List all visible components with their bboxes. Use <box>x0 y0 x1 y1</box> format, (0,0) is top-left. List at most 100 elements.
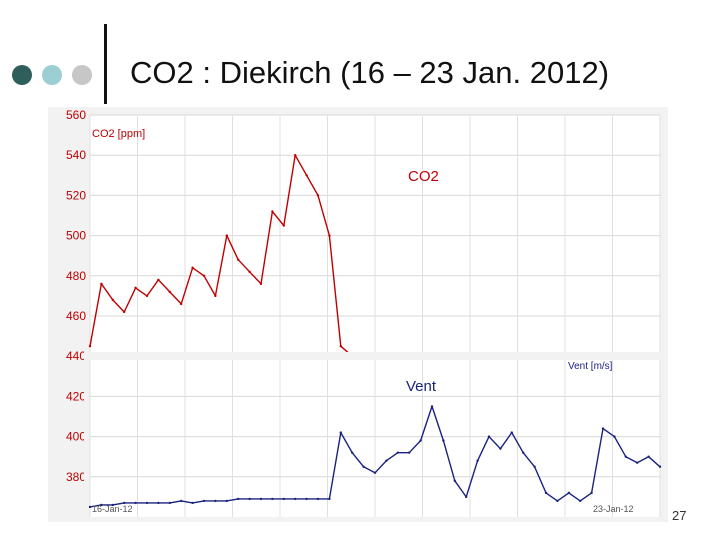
data-point <box>214 294 217 298</box>
data-point <box>601 427 605 430</box>
y-tick-label: 520 <box>66 188 86 202</box>
data-point <box>248 497 251 501</box>
series-line <box>89 154 353 357</box>
data-point <box>259 497 263 501</box>
y-tick-label: 400 <box>66 430 86 444</box>
data-point <box>385 459 388 462</box>
data-point <box>191 266 194 269</box>
data-point <box>180 499 183 503</box>
slide-title: CO2 : Diekirch (16 – 23 Jan. 2012) <box>130 55 610 90</box>
data-point <box>88 344 92 348</box>
data-point <box>282 497 285 501</box>
date-label-start: 16-Jan-12 <box>92 504 133 514</box>
data-point <box>328 497 331 501</box>
page-number: 27 <box>672 508 687 523</box>
data-point <box>282 224 285 227</box>
data-point <box>145 294 149 298</box>
data-point <box>624 455 627 458</box>
y-tick-label: 500 <box>66 229 86 243</box>
data-point <box>408 451 411 454</box>
data-point <box>134 501 137 505</box>
data-point <box>237 258 240 261</box>
data-point <box>134 286 137 290</box>
data-point <box>522 451 525 454</box>
data-point <box>225 234 228 237</box>
wind-grid <box>89 360 661 517</box>
data-point <box>237 497 240 501</box>
data-point <box>100 503 103 507</box>
y-tick-label: 460 <box>66 309 86 323</box>
co2-unit-label: CO2 [ppm] <box>92 128 145 140</box>
co2-wind-chart: 560 540 520 500 480 460 440 420 400 380 CO2 [ppm]… <box>48 107 668 522</box>
data-point <box>214 499 217 503</box>
y-tick-label: 420 <box>66 389 86 403</box>
data-point <box>225 499 228 503</box>
data-point <box>111 503 114 507</box>
date-label-end: 23-Jan-12 <box>593 504 634 514</box>
data-point <box>339 431 342 434</box>
data-point <box>487 435 491 438</box>
data-point <box>248 270 251 273</box>
data-point <box>88 505 92 509</box>
data-point <box>476 459 479 462</box>
title-divider <box>104 24 107 104</box>
data-point <box>556 499 559 503</box>
data-point <box>647 455 650 458</box>
y-axis-ticks: 560 540 520 500 480 460 440 420 400 380 <box>66 108 86 484</box>
data-point <box>157 501 160 505</box>
data-point <box>510 431 513 434</box>
y-tick-label: 380 <box>66 470 86 484</box>
data-point <box>271 497 274 501</box>
bullet-dot-dark <box>12 65 32 85</box>
y-tick-label: 440 <box>66 349 86 363</box>
data-point <box>442 439 445 442</box>
data-point <box>567 491 570 495</box>
wind-series <box>88 405 662 509</box>
data-point <box>305 497 308 501</box>
data-point <box>499 447 502 450</box>
data-point <box>613 435 616 438</box>
y-tick-label: 480 <box>66 269 86 283</box>
data-point <box>180 302 183 306</box>
data-point <box>465 495 468 499</box>
data-point <box>191 501 194 505</box>
data-point <box>453 479 456 483</box>
data-point <box>658 465 662 468</box>
data-point <box>294 154 297 157</box>
data-point <box>590 491 593 495</box>
data-point <box>259 282 263 286</box>
data-point <box>362 465 365 468</box>
bullet-dot-teal <box>42 65 62 85</box>
data-point <box>544 491 548 495</box>
data-point <box>168 290 171 294</box>
data-point <box>168 501 171 505</box>
bullet-dot-grey <box>72 65 92 85</box>
data-point <box>636 461 639 464</box>
data-point <box>294 497 297 501</box>
data-point <box>145 501 149 505</box>
data-point <box>316 194 320 197</box>
data-point <box>202 499 206 503</box>
wind-series-label: Vent <box>406 378 437 395</box>
data-point <box>111 298 114 302</box>
data-point <box>430 405 434 408</box>
data-point <box>351 451 354 454</box>
data-point <box>271 210 274 213</box>
data-point <box>123 501 126 505</box>
data-point <box>339 344 342 348</box>
data-point <box>157 278 160 282</box>
co2-series-label: CO2 <box>408 168 439 185</box>
data-point <box>419 439 422 442</box>
data-point <box>202 274 206 277</box>
y-tick-label: 540 <box>66 148 86 162</box>
data-point <box>316 497 320 501</box>
data-point <box>328 234 331 237</box>
data-point <box>305 174 308 177</box>
data-point <box>533 465 536 468</box>
y-tick-label: 560 <box>66 108 86 122</box>
data-point <box>123 310 126 314</box>
data-point <box>396 451 399 454</box>
data-point <box>100 282 103 286</box>
bullet-decoration <box>12 65 102 85</box>
data-point <box>579 499 582 503</box>
